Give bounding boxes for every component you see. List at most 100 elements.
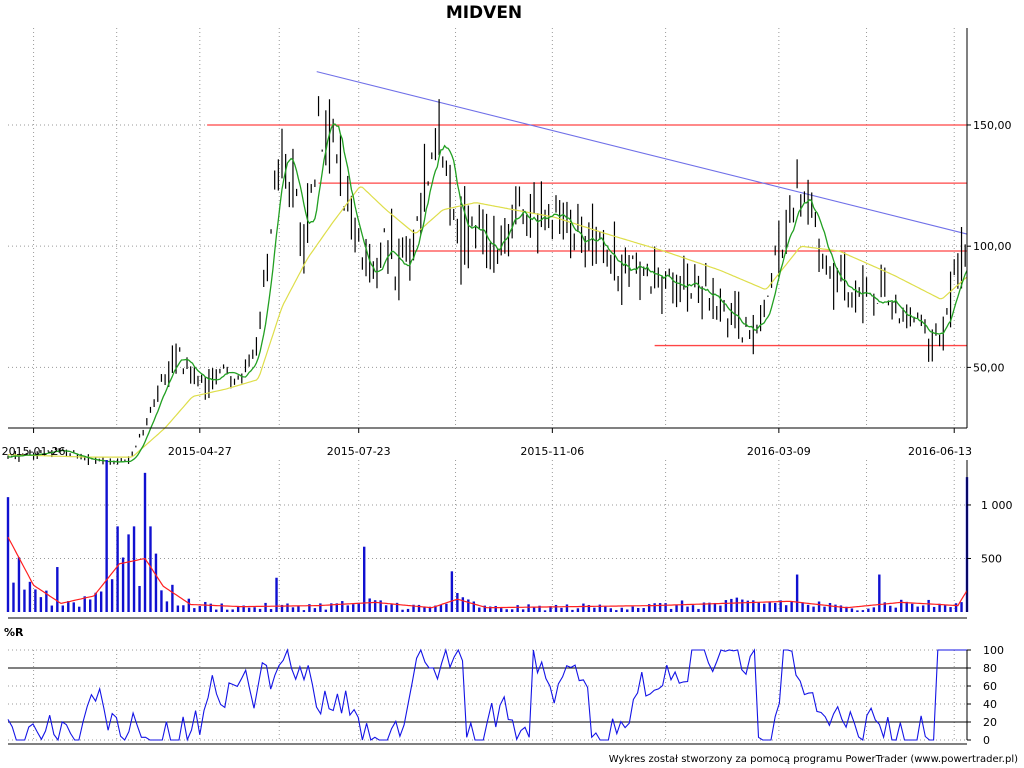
volume-bar [324,609,328,612]
volume-bar [226,609,229,612]
volume-bar [297,606,300,612]
volume-bar [253,607,256,612]
volume-bar [357,602,360,612]
volume-bar [938,603,941,612]
volume-bar [626,609,629,612]
volume-bar [872,607,876,612]
volume-bar [220,603,223,612]
volume-bar [264,602,267,612]
volume-bar [571,609,574,612]
volume-bar [286,603,289,612]
volume-bar [258,608,262,612]
volume-bar [801,602,804,612]
volume-bar [461,597,465,612]
volume-bar [335,603,338,612]
volume-bar [72,602,75,612]
volume-bar [735,597,739,612]
volume-bar [850,608,854,612]
volume-bar [631,606,634,612]
volume-bar [768,601,771,612]
volume-bar [319,603,322,612]
volume-bar [187,598,191,612]
volume-bar [154,553,158,612]
williams-y-tick-label: 100 [983,644,1004,657]
volume-bar [708,602,711,612]
volume-bar [647,604,651,612]
volume-panel [6,460,969,612]
volume-bar [521,609,525,612]
volume-bar [576,608,580,612]
volume-bar [302,610,306,612]
volume-bar [78,606,81,612]
volume-bar [160,590,163,612]
volume-bar [165,601,169,612]
volume-bar [99,591,103,612]
volume-bar [510,609,514,612]
volume-bar [472,601,475,612]
volume-bar [719,605,722,612]
price-x-tick-label: 2016-03-09 [747,445,811,458]
volume-bar [587,605,591,612]
volume-bar [680,600,684,612]
volume-bar [560,607,563,612]
price-panel [7,71,968,466]
volume-bar [127,534,130,612]
volume-bar [806,604,810,612]
volume-bar [494,605,497,612]
volume-bar [215,609,218,612]
volume-bar [713,602,717,612]
volume-bar [12,582,15,612]
volume-bar [6,497,10,612]
volume-ma-line [7,536,968,609]
volume-bar [401,609,404,612]
volume-bar [675,605,678,612]
volume-bar [204,601,207,612]
volume-bar [182,605,185,612]
price-y-tick-label: 150,00 [973,119,1012,132]
volume-bar [28,581,32,612]
volume-bar [691,605,695,612]
volume-bar [439,604,443,612]
volume-bar [637,607,640,612]
volume-bar [883,602,886,612]
volume-bar [330,603,333,612]
volume-bar [275,577,278,612]
volume-bar [467,599,470,612]
volume-bar [395,602,399,612]
volume-bar [390,604,393,612]
volume-bar [927,599,930,612]
volume-bar [308,604,311,612]
volume-bar [423,606,426,612]
volume-bar [346,605,349,612]
williams-y-tick-label: 20 [983,716,997,729]
volume-bar [61,605,64,612]
volume-bar [368,598,371,612]
volume-bar [138,585,141,612]
volume-bar [341,601,344,612]
volume-bar [615,610,618,612]
volume-bar [483,605,486,612]
volume-bar [565,604,569,612]
volume-bar [845,606,848,612]
volume-bar [67,601,70,612]
volume-bar [450,571,454,612]
volume-bar [697,608,700,612]
volume-bar [900,599,903,612]
volume-bar [231,609,234,612]
volume-bar [746,600,749,612]
williams-y-tick-label: 40 [983,698,997,711]
volume-bar [757,602,760,612]
volume-bar [543,610,547,612]
volume-bar [954,603,958,612]
volume-bar [384,605,388,612]
volume-bar [34,589,37,612]
volume-bar [149,526,152,612]
volume-bar [582,603,585,612]
volume-bar [291,607,295,612]
volume-bar [132,526,136,612]
volume-bar [417,604,421,612]
volume-bar [193,608,196,612]
volume-bar [817,601,821,612]
volume-bar [949,607,952,612]
volume-bar [828,602,832,612]
